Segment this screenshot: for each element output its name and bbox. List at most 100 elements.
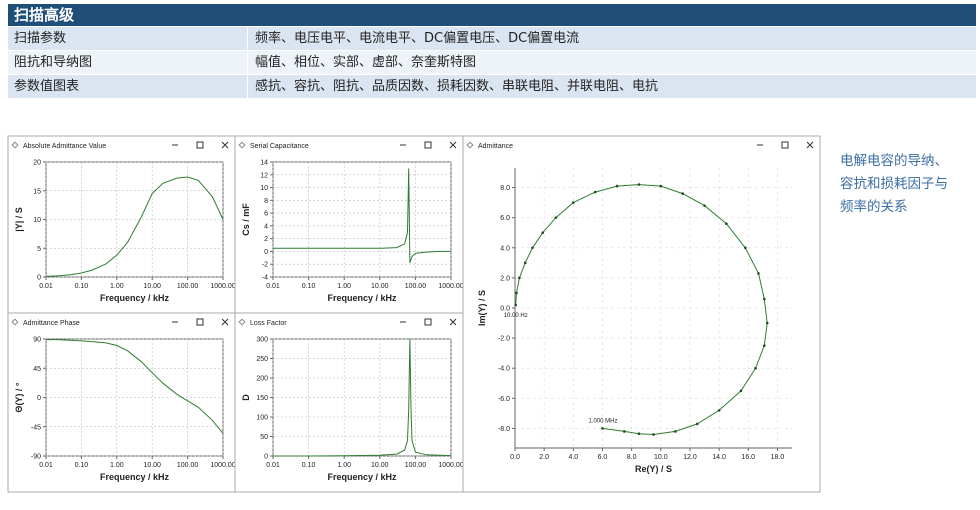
data-point [518,276,521,280]
x-tick-label: 16.0 [741,454,755,461]
data-line [273,338,452,457]
window-title: Admittance [478,143,513,150]
y-tick-label: 12 [260,172,268,179]
maximize-icon [781,141,789,149]
data-point [637,183,641,186]
plot-area [272,161,452,278]
data-point [763,344,766,347]
y-tick-label: 0 [264,454,268,461]
y-tick-label: -2 [262,262,268,269]
x-tick-label: 12.0 [683,454,697,461]
x-axis-label: Frequency / kHz [100,293,170,303]
x-tick-label: 0.01 [39,283,53,290]
x-tick-label: 0.10 [75,462,89,469]
note-line: 频率的关系 [840,199,908,215]
data-line [45,176,224,277]
cell: 频率、电压电平、电流电平、DC偏置电压、DC偏置电流 [255,31,580,46]
y-tick-label: -4 [262,275,268,282]
data-point [739,389,743,393]
data-point [763,297,766,301]
data-point [754,366,757,370]
window-title: Serial Capacitance [250,143,309,150]
y-tick-label: 8.0 [500,185,510,192]
data-point [717,409,721,412]
x-axis-label: Frequency / kHz [327,293,397,303]
plot-area [45,161,224,278]
cell: 阻抗和导纳图 [14,55,93,70]
y-tick-label: 100 [256,415,268,422]
data-line [46,339,224,434]
x-tick-label: 10.00 [371,462,389,469]
y-tick-label: -2.0 [498,336,510,343]
data-line [273,168,451,264]
y-tick-label: -6.0 [498,396,510,403]
table-row: 阻抗和导纳图 幅值、相位、实部、虚部、奈奎斯特图 [8,51,976,75]
data-point [515,291,518,295]
y-tick-label: 8 [264,198,268,205]
y-tick-label: 6.0 [500,215,510,222]
x-tick-label: 10.0 [654,454,668,461]
table-row: 参数值图表 感抗、容抗、阻抗、品质因数、损耗因数、串联电阻、并联电阻、电抗 [8,75,976,99]
y-tick-label: 10 [260,185,268,192]
data-point [695,422,699,426]
window [234,312,464,493]
x-tick-label: 14.0 [712,454,726,461]
x-tick-label: 8.0 [627,454,637,461]
window-title: Loss Factor [250,320,287,327]
y-tick-label: 2 [264,236,268,243]
window-title: Admittance Phase [23,320,80,327]
cell: 参数值图表 [14,79,80,94]
close-icon [221,141,229,149]
y-tick-label: 150 [256,395,268,402]
y-axis-label: Im(Y) / S [477,290,487,326]
column-divider [247,27,248,99]
data-point [554,216,558,219]
window-icon [466,141,474,149]
y-tick-label: 50 [260,434,268,441]
annotation: 1.000 MHz [588,418,617,424]
maximize-icon [196,318,204,326]
data-point [615,184,619,188]
data-point [765,321,769,325]
x-tick-label: 0.01 [266,462,280,469]
x-tick-label: 0.01 [39,462,53,469]
data-point [703,204,706,207]
plot-area [272,338,452,457]
window-icon [238,318,246,326]
x-tick-label: 1.00 [337,462,351,469]
x-tick-label: 6.0 [598,454,608,461]
y-tick-label: 15 [33,188,41,195]
y-tick-label: -45 [31,424,41,431]
annotation: 10.00 Hz [504,313,528,319]
y-tick-label: 4 [264,223,268,230]
x-tick-label: 1.00 [110,283,124,290]
y-tick-label: 4.0 [500,245,510,252]
x-tick-label: 100.00 [405,462,427,469]
side-note: 电解电容的导纳、 容抗和损耗因子与 频率的关系 [840,150,948,219]
y-tick-label: 20 [33,160,41,167]
window [462,135,821,493]
x-tick-label: 0.10 [302,283,316,290]
data-point [659,184,663,188]
y-tick-label: 0 [264,249,268,256]
data-point [674,430,677,433]
x-tick-label: 1000.00 [210,462,235,469]
data-point [637,432,641,435]
x-tick-label: 10.00 [371,283,389,290]
y-tick-label: 0 [37,395,41,402]
y-tick-label: 45 [33,366,41,373]
cell: 幅值、相位、实部、虚部、奈奎斯特图 [255,55,477,70]
y-tick-label: 90 [33,337,41,344]
cell: 感抗、容抗、阻抗、品质因数、损耗因数、串联电阻、并联电阻、电抗 [255,79,659,94]
y-tick-label: 200 [256,376,268,383]
data-point [541,231,544,235]
maximize-icon [424,318,432,326]
x-tick-label: 100.00 [177,462,199,469]
y-tick-label: 300 [256,337,268,344]
x-tick-label: 0.10 [302,462,316,469]
y-axis-label: Θ(Y) / ° [14,382,24,412]
y-tick-label: 10 [33,217,41,224]
y-axis-label: D [241,394,251,401]
x-tick-label: 1.00 [337,283,351,290]
